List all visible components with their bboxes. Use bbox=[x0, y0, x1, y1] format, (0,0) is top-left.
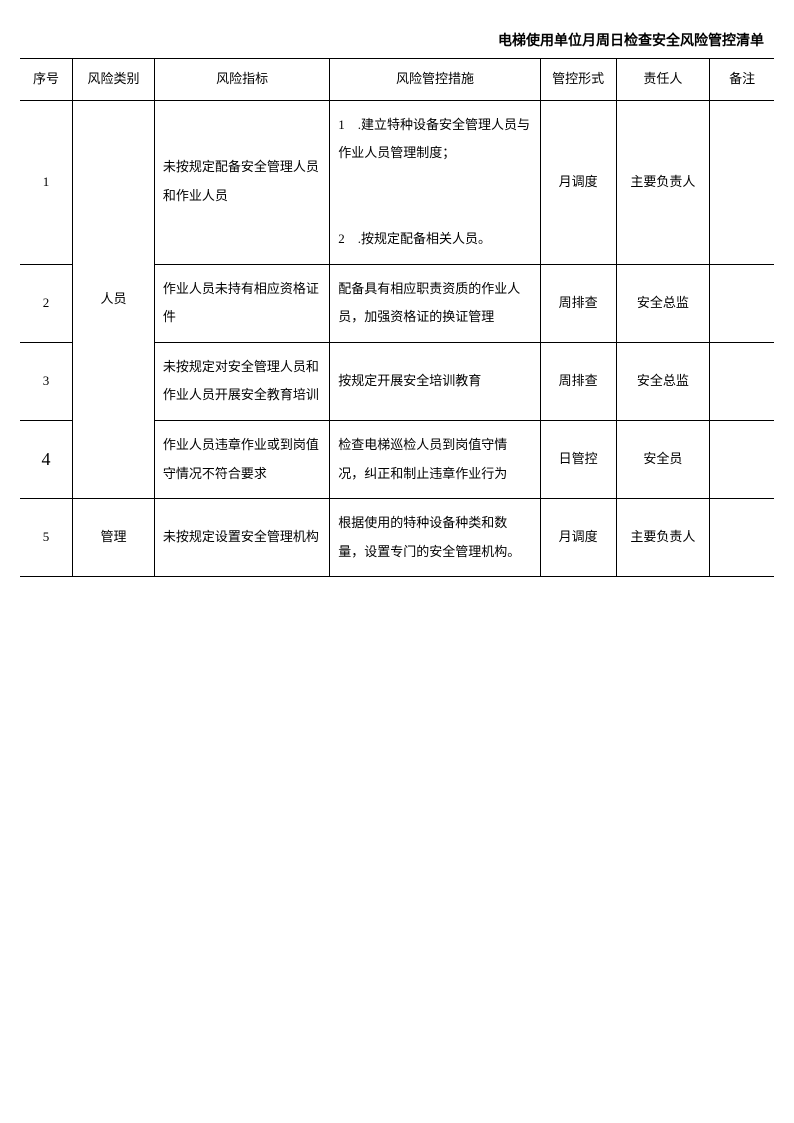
cell-form: 周排查 bbox=[540, 264, 616, 342]
cell-form: 日管控 bbox=[540, 420, 616, 498]
risk-control-table: 序号 风险类别 风险指标 风险管控措施 管控形式 责任人 备注 1 人员 未按规… bbox=[20, 58, 774, 577]
cell-note bbox=[710, 264, 774, 342]
table-body: 1 人员 未按规定配备安全管理人员和作业人员 1 .建立特种设备安全管理人员与作… bbox=[20, 100, 774, 577]
table-row: 1 人员 未按规定配备安全管理人员和作业人员 1 .建立特种设备安全管理人员与作… bbox=[20, 100, 774, 264]
cell-category: 管理 bbox=[73, 499, 155, 577]
cell-responsible: 安全总监 bbox=[616, 342, 710, 420]
col-header-note: 备注 bbox=[710, 59, 774, 101]
cell-measure: 根据使用的特种设备种类和数量，设置专门的安全管理机构。 bbox=[330, 499, 540, 577]
cell-seq: 4 bbox=[20, 420, 73, 498]
cell-measure: 配备具有相应职责资质的作业人员，加强资格证的换证管理 bbox=[330, 264, 540, 342]
cell-indicator: 作业人员未持有相应资格证件 bbox=[154, 264, 329, 342]
cell-note bbox=[710, 420, 774, 498]
cell-form: 月调度 bbox=[540, 499, 616, 577]
table-row: 5 管理 未按规定设置安全管理机构 根据使用的特种设备种类和数量，设置专门的安全… bbox=[20, 499, 774, 577]
cell-seq: 2 bbox=[20, 264, 73, 342]
cell-measure: 按规定开展安全培训教育 bbox=[330, 342, 540, 420]
col-header-form: 管控形式 bbox=[540, 59, 616, 101]
cell-category: 人员 bbox=[73, 100, 155, 499]
cell-form: 周排查 bbox=[540, 342, 616, 420]
cell-responsible: 安全员 bbox=[616, 420, 710, 498]
cell-measure: 1 .建立特种设备安全管理人员与作业人员管理制度；2 .按规定配备相关人员。 bbox=[330, 100, 540, 264]
cell-note bbox=[710, 499, 774, 577]
cell-seq: 5 bbox=[20, 499, 73, 577]
col-header-category: 风险类别 bbox=[73, 59, 155, 101]
cell-responsible: 主要负责人 bbox=[616, 499, 710, 577]
col-header-measure: 风险管控措施 bbox=[330, 59, 540, 101]
cell-indicator: 未按规定设置安全管理机构 bbox=[154, 499, 329, 577]
cell-responsible: 主要负责人 bbox=[616, 100, 710, 264]
cell-indicator: 未按规定对安全管理人员和作业人员开展安全教育培训 bbox=[154, 342, 329, 420]
page-title: 电梯使用单位月周日检查安全风险管控清单 bbox=[20, 30, 774, 50]
cell-form: 月调度 bbox=[540, 100, 616, 264]
cell-indicator: 未按规定配备安全管理人员和作业人员 bbox=[154, 100, 329, 264]
col-header-seq: 序号 bbox=[20, 59, 73, 101]
cell-responsible: 安全总监 bbox=[616, 264, 710, 342]
cell-seq: 1 bbox=[20, 100, 73, 264]
table-header-row: 序号 风险类别 风险指标 风险管控措施 管控形式 责任人 备注 bbox=[20, 59, 774, 101]
cell-measure: 检查电梯巡检人员到岗值守情况，纠正和制止违章作业行为 bbox=[330, 420, 540, 498]
cell-note bbox=[710, 342, 774, 420]
cell-indicator: 作业人员违章作业或到岗值守情况不符合要求 bbox=[154, 420, 329, 498]
cell-seq: 3 bbox=[20, 342, 73, 420]
col-header-indicator: 风险指标 bbox=[154, 59, 329, 101]
cell-note bbox=[710, 100, 774, 264]
col-header-responsible: 责任人 bbox=[616, 59, 710, 101]
